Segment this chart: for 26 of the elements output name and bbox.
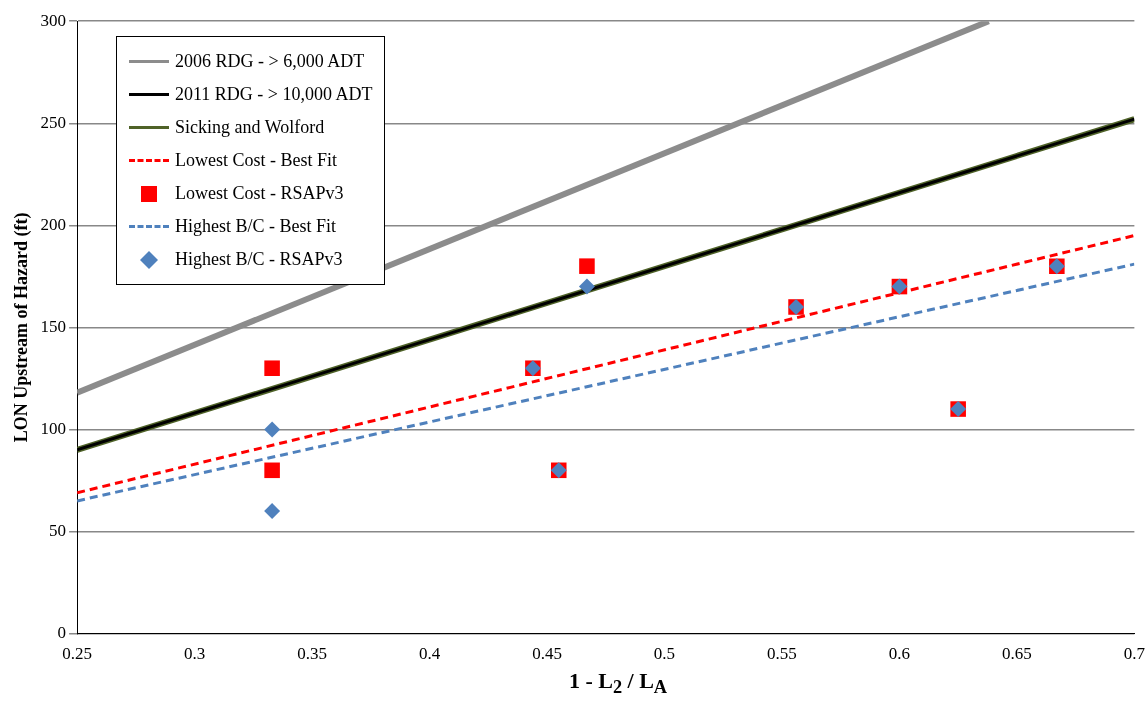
x-axis-title: 1 - L$_{2}$ / L$_{A}$ xyxy=(567,668,669,699)
y-tick-label: 200 xyxy=(40,214,67,234)
x-tick-label: 0.7 xyxy=(1123,644,1146,664)
y-tick-label: 150 xyxy=(40,316,67,336)
legend-label: Highest B/C - RSAPv3 xyxy=(175,249,343,270)
legend-label: 2006 RDG - > 6,000 ADT xyxy=(175,51,365,72)
x-tick-label: 0.6 xyxy=(888,644,911,664)
y-tick-label: 300 xyxy=(40,10,67,30)
legend-label: Lowest Cost - Best Fit xyxy=(175,150,338,171)
legend-label: Lowest Cost - RSAPv3 xyxy=(175,183,344,204)
y-tick-label: 100 xyxy=(40,418,67,438)
y-axis-title: LON Upstream of Hazard (ft) xyxy=(11,212,33,443)
x-tick-label: 0.5 xyxy=(653,644,676,664)
x-tick-label: 0.45 xyxy=(532,644,562,664)
x-tick-label: 0.35 xyxy=(297,644,327,664)
x-tick-label: 0.25 xyxy=(62,644,92,664)
legend-label: Sicking and Wolford xyxy=(175,117,325,138)
x-tick-label: 0.65 xyxy=(1002,644,1032,664)
x-tick-label: 0.55 xyxy=(767,644,797,664)
legend-label: 2011 RDG - > 10,000 ADT xyxy=(175,84,373,105)
x-tick-label: 0.3 xyxy=(183,644,206,664)
y-tick-label: 250 xyxy=(40,112,67,132)
y-tick-label: 0 xyxy=(57,623,67,643)
legend-label: Highest B/C - Best Fit xyxy=(175,216,337,237)
x-tick-label: 0.4 xyxy=(418,644,441,664)
y-tick-label: 50 xyxy=(49,521,67,540)
